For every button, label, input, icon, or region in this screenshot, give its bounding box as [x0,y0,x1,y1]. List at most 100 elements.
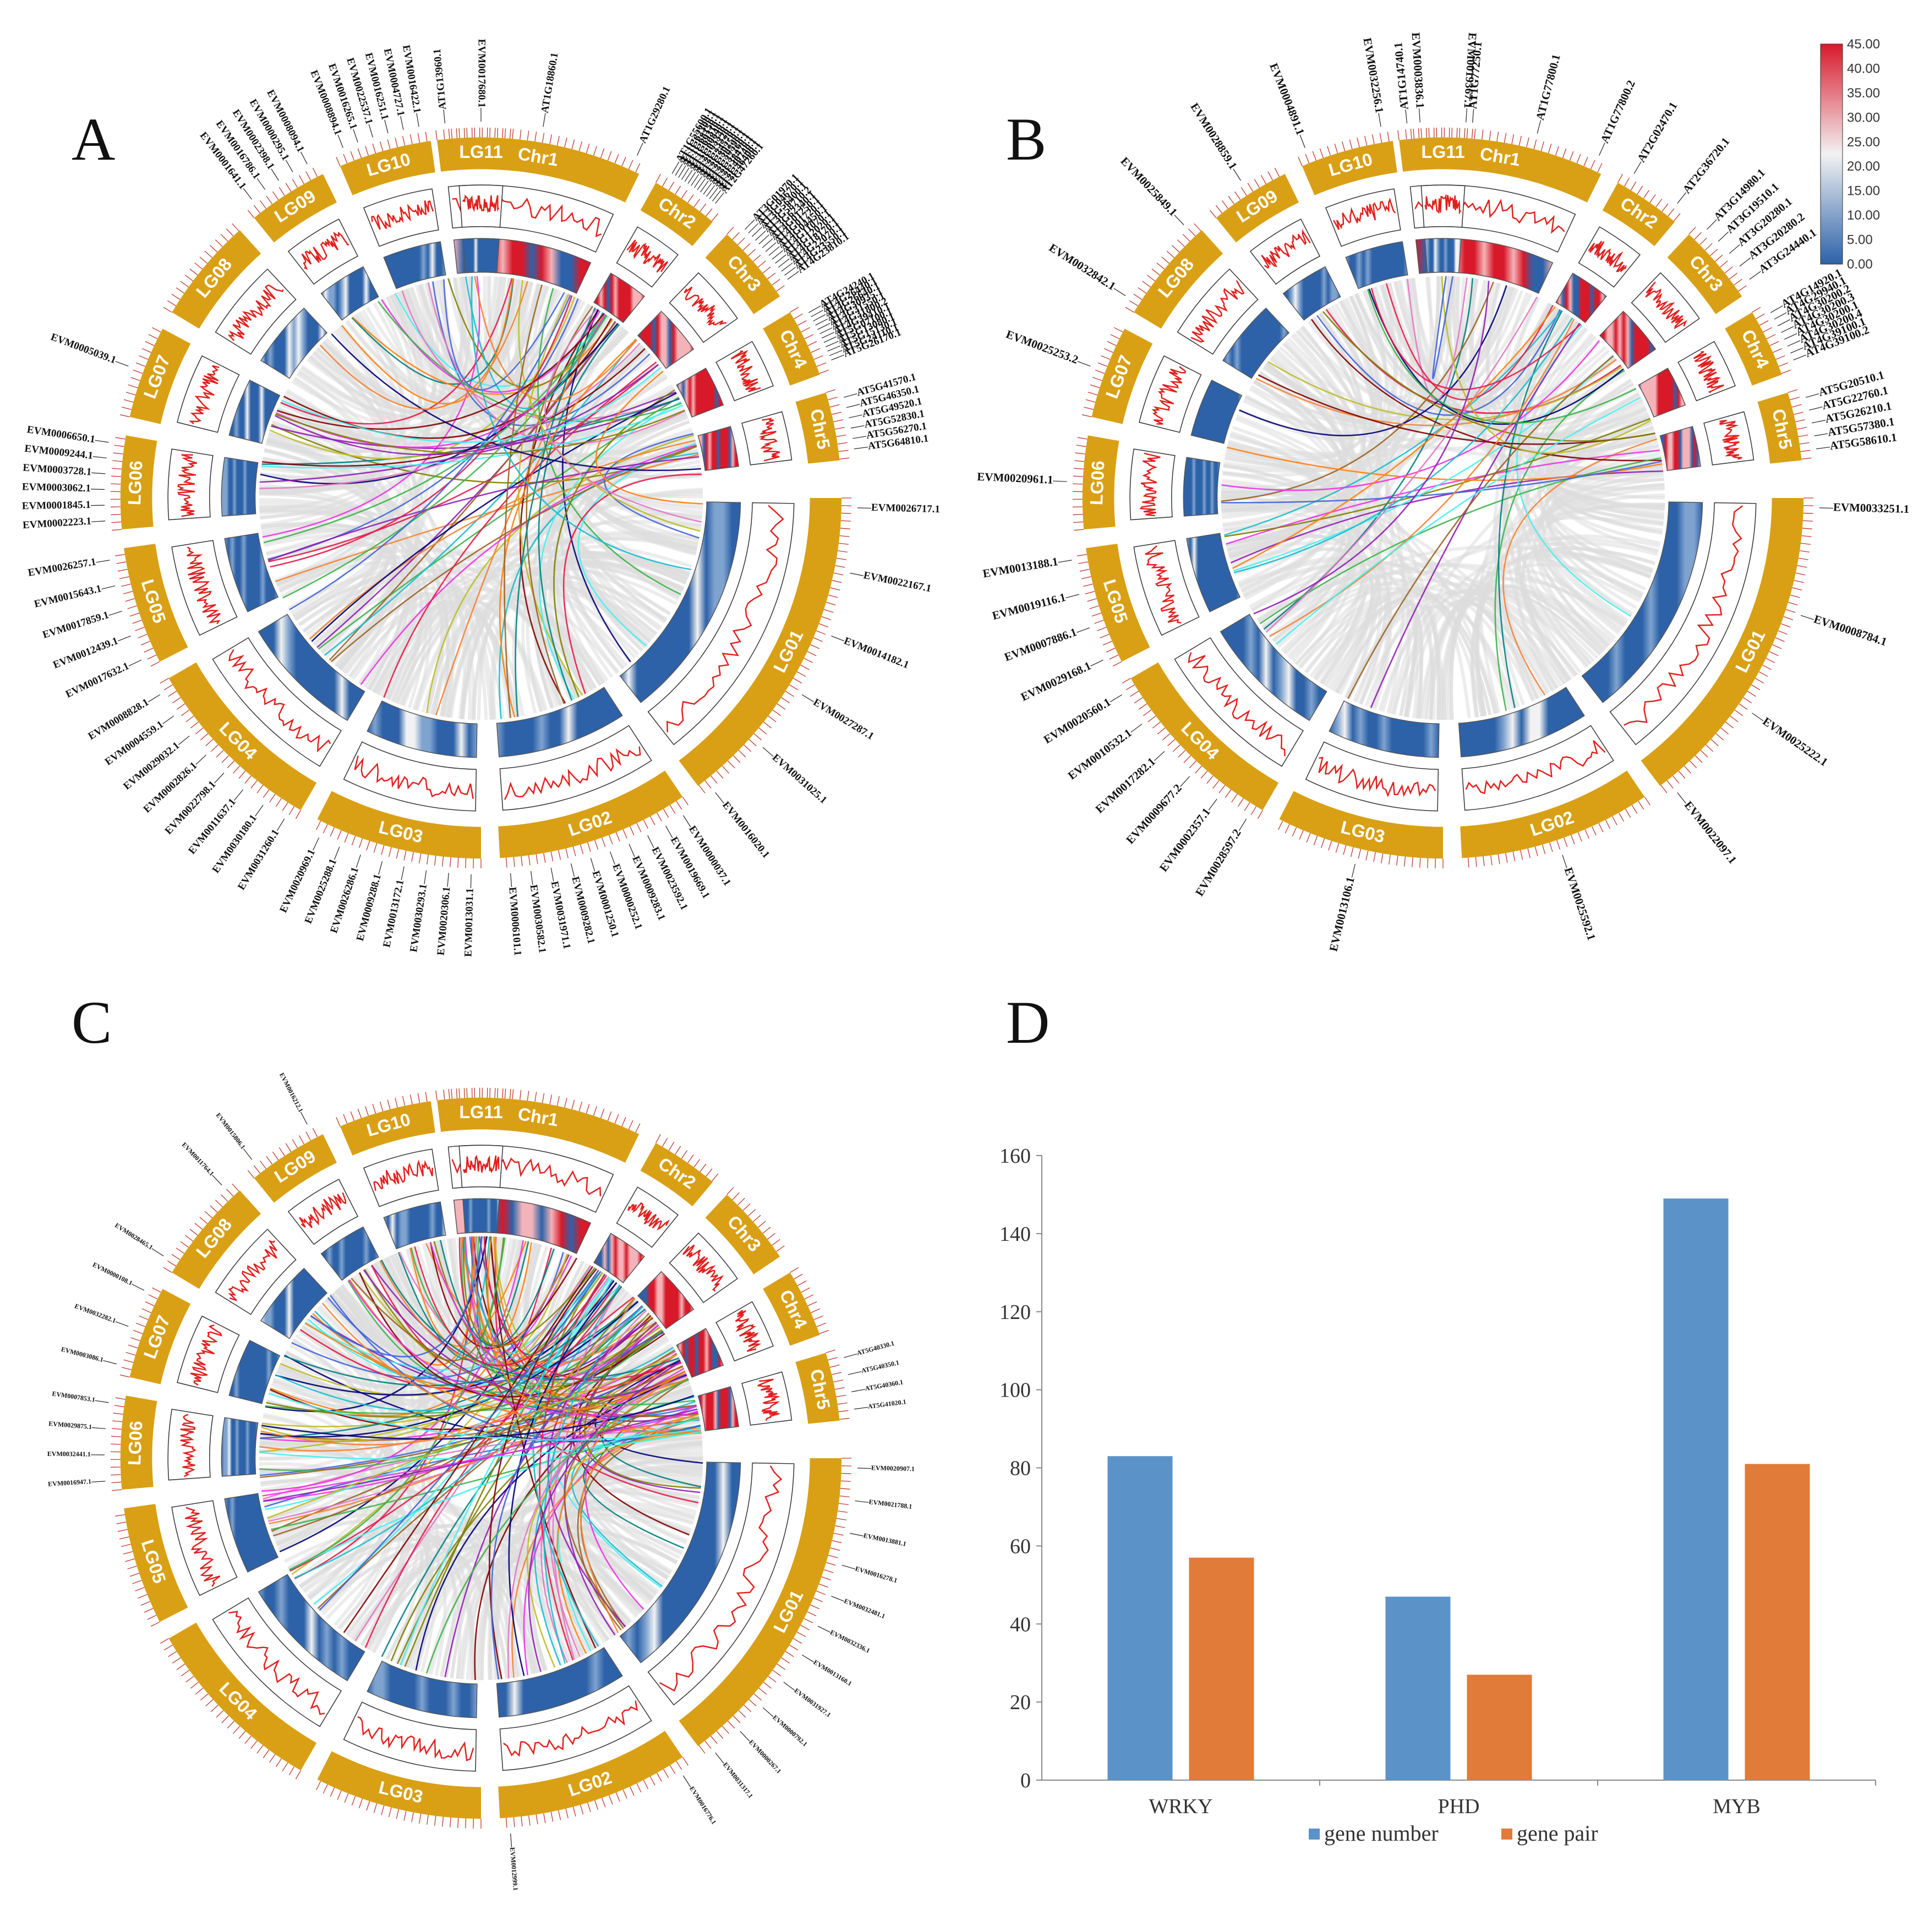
density-line [1190,280,1245,343]
gene-link [1385,283,1554,401]
chromosome-lg11: LG11 [1410,127,1475,273]
density-heatmap-track [1458,687,1585,758]
gene-id-label: EVM0013172.1 [381,879,406,949]
chromosome-band [340,1101,435,1156]
density-line [184,1507,221,1587]
density-heatmap-track [228,379,281,444]
density-line [1145,545,1182,624]
gene-link [544,308,702,523]
gene-pair-links [259,276,703,719]
chromosome-lg03: LG03 [316,700,482,869]
gene-link [1497,310,1563,708]
density-heatmap-track [1345,241,1408,289]
gene-link [270,1242,532,1417]
chromosome-lg04: LG04 [1122,614,1327,819]
density-heatmap-track [1282,266,1341,321]
chromosome-lg04: LG04 [160,614,365,819]
y-tick-label: 160 [999,1145,1031,1168]
chromosome-band [1279,791,1443,859]
gene-id-label: EVM0009244.1 [24,443,94,462]
chromosome-band [679,1458,842,1747]
density-heatmap-track [697,1386,739,1431]
chromosome-lg07: LG07 [119,327,281,444]
chromosome-lg10: LG10 [336,132,446,289]
gene-link [1406,277,1468,401]
chromosome-band [1302,141,1397,195]
density-heatmap-track [1222,308,1290,379]
density-line [627,1202,670,1231]
gene-link [474,276,637,402]
gene-link [331,333,701,472]
panel-a-circos: A Chr1 Chr2 Chr3 Chr4 Chr5 LG01 LG02 LG03 LG04 LG… [0,0,962,974]
gene-link [261,1240,524,1492]
gene-link [1253,281,1490,615]
density-line-track [1133,540,1200,636]
density-line [354,756,474,800]
chromosome-band [1091,329,1153,424]
x-category-label: WRKY [1149,1795,1212,1818]
colorbar-tick-label: 30.00 [1847,110,1880,125]
gene-link [528,1360,681,1672]
panel-c-circos: C Chr1 Chr2 Chr3 Chr4 Chr5 LG01 LG02 LG03 LG04 LG… [0,974,962,1932]
gene-link [552,1310,647,1660]
density-heatmap-track [367,700,478,758]
gene-link [268,1393,701,1441]
density-line [228,1240,277,1301]
gene-id-label: EVM0032256.1 [1360,37,1386,114]
y-tick-label: 140 [999,1223,1031,1246]
chromosome-band [1460,770,1645,858]
gene-link [499,452,698,719]
bar-chart-plot: 0 20 40 60 80 100 120 140 160 WRKY PHD MYB [999,1145,1876,1818]
gene-id-label: EVM0020306.1 [435,886,453,956]
gene-id-label: EVM0007886.1 [1003,625,1079,664]
chromosome-band [795,392,840,464]
chromosome-band [1602,182,1675,247]
gene-link [341,278,514,404]
gene-id-label: EVM0025253.2 [1004,327,1080,366]
gene-link [410,1247,696,1405]
density-heatmap-track [619,1462,741,1663]
gene-link [401,290,680,420]
density-heatmap-track [676,1328,724,1378]
gene-link [543,1285,662,1589]
gene-id-label: EVM0019116.1 [991,590,1067,622]
gene-link [288,1418,700,1570]
gene-id-label: EVM0013160.1 [812,1659,854,1688]
density-line-track [715,341,774,402]
chromosome-band [1082,435,1119,530]
gene-id-label: EVM0022167.1 [862,570,932,595]
density-heatmap-track [1599,310,1657,369]
chromosome-chr3: Chr3 [637,227,785,369]
gene-link [321,1302,699,1433]
gene-link [490,1332,664,1680]
chromosome-band [124,1504,188,1622]
chromosome-lg11: LG11 [448,127,513,273]
panel-letter-a: A [72,106,115,173]
gene-id-label: AT1G77800.1 [1533,53,1563,122]
density-line-track [343,741,477,812]
chromosome-band [1641,498,1804,786]
gene-link [1347,355,1614,699]
gene-link [275,364,659,456]
gene-id-label: EVM0020560.1 [1041,695,1113,746]
gene-labels: AT1G14740.1 AT1G77250.1 AT1G77800.1 AT1G778… [977,32,1910,953]
density-heatmap-track [1638,368,1686,418]
density-heatmap-track [224,533,279,612]
density-line [1623,505,1743,726]
chromosome-band [317,1751,481,1819]
gene-link [311,392,677,642]
gene-link [261,404,683,469]
gene-link [1265,297,1538,633]
density-heatmap-track [676,368,724,418]
chromosome-band [705,1194,780,1274]
gene-link [305,1265,592,1371]
gene-id-label: EVM0000792.1 [771,1714,808,1748]
chromosome-band [449,1097,513,1131]
gene-id-label: EVM0005039.1 [49,331,118,366]
gene-id-label: EVM0008784.1 [1812,612,1889,649]
gene-link [1269,319,1575,637]
panel-letter-b: B [1006,106,1046,173]
density-heatmap-track [637,1271,695,1329]
gene-link [282,315,608,599]
chromosome-band [640,182,713,247]
